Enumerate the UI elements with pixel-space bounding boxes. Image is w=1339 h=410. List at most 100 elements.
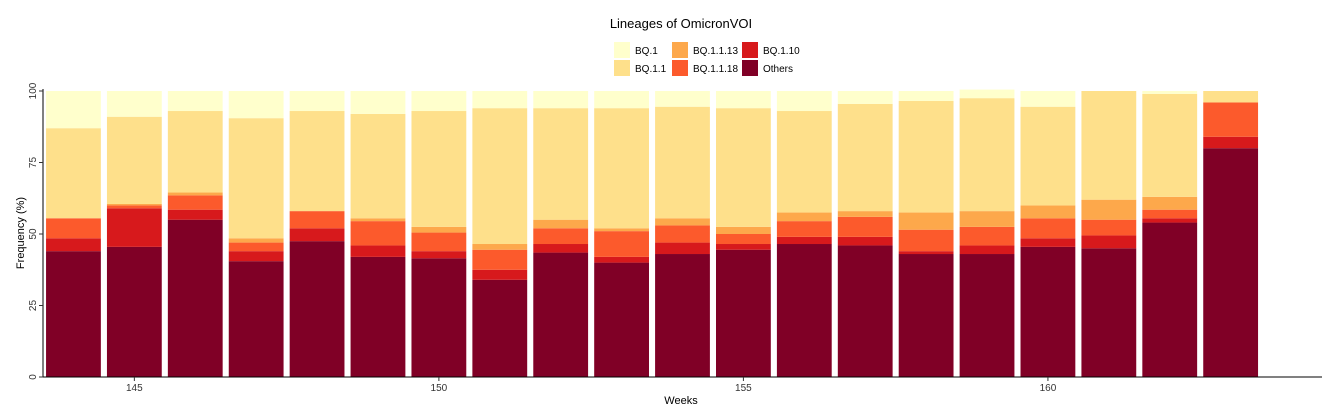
x-axis-title: Weeks <box>664 395 698 407</box>
x-tick-label-155: 155 <box>735 383 752 394</box>
bar-segment-bq-1-1-week-157 <box>837 103 893 212</box>
bar-segment-bq-1-1-week-150 <box>411 111 467 227</box>
bar-segment-others-week-145 <box>106 246 162 377</box>
bar-segment-bq-1-1-week-149 <box>350 113 406 219</box>
bar-segment-others-week-161 <box>1081 248 1137 377</box>
bar-segment-bq-1-1-week-160 <box>1020 106 1076 206</box>
bar-segment-bq-1-week-146 <box>167 91 223 112</box>
legend-swatch-bq-1 <box>614 42 630 58</box>
bar-segment-others-week-159 <box>959 254 1015 377</box>
bar-segment-bq-1-1-18-week-159 <box>959 226 1015 246</box>
bar-segment-others-week-162 <box>1142 222 1198 377</box>
bar-segment-bq-1-1-week-145 <box>106 116 162 204</box>
bar-segment-others-week-153 <box>594 262 649 377</box>
bar-segment-bq-1-1-18-week-148 <box>289 211 345 229</box>
bar-segment-bq-1-week-151 <box>472 91 528 109</box>
bar-segment-others-week-158 <box>898 254 954 377</box>
y-tick-label-50: 50 <box>28 228 39 240</box>
bar-segment-bq-1-week-149 <box>350 91 406 114</box>
bar-segment-bq-1-week-158 <box>898 91 954 102</box>
bar-segment-others-week-163 <box>1203 148 1259 377</box>
bar-segment-bq-1-1-13-week-160 <box>1020 205 1076 219</box>
bar-segment-bq-1-10-week-147 <box>228 251 284 262</box>
bar-segment-bq-1-1-week-147 <box>228 118 284 239</box>
y-tick-label-25: 25 <box>28 300 39 312</box>
bar-segment-bq-1-1-18-week-156 <box>776 221 832 237</box>
bar-segment-bq-1-week-148 <box>289 91 345 112</box>
bar-segment-others-week-160 <box>1020 246 1076 377</box>
bar-segment-others-week-157 <box>837 245 893 377</box>
bar-segment-bq-1-week-154 <box>655 91 710 107</box>
bar-segment-bq-1-1-18-week-162 <box>1142 209 1198 219</box>
chart-title: Lineages of OmicronVOI <box>610 16 752 31</box>
legend-swatch-others <box>742 60 758 76</box>
bar-segment-bq-1-1-week-146 <box>167 111 223 193</box>
legend-swatch-bq-1-1-18 <box>672 60 688 76</box>
bar-segment-bq-1-1-week-152 <box>533 108 589 220</box>
legend-label-bq-1: BQ.1 <box>635 46 658 57</box>
bar-segment-others-week-149 <box>350 256 406 377</box>
bar-segment-others-week-147 <box>228 261 284 377</box>
bar-segment-bq-1-10-week-156 <box>776 236 832 245</box>
bar-segment-bq-1-1-13-week-145 <box>106 203 162 206</box>
bar-segment-bq-1-10-week-162 <box>1142 218 1198 223</box>
bar-segment-bq-1-1-week-163 <box>1203 91 1259 103</box>
bar-segment-bq-1-1-13-week-161 <box>1081 199 1137 220</box>
bar-segment-bq-1-1-18-week-161 <box>1081 219 1137 236</box>
bar-segment-bq-1-10-week-153 <box>594 256 649 263</box>
bar-segment-bq-1-week-162 <box>1142 91 1198 94</box>
bar-segment-bq-1-week-145 <box>106 91 162 117</box>
bar-segment-bq-1-10-week-151 <box>472 269 528 280</box>
bar-segment-bq-1-week-155 <box>716 91 771 109</box>
bar-segment-bq-1-1-18-week-151 <box>472 249 528 270</box>
legend-label-bq-1-1: BQ.1.1 <box>635 64 667 75</box>
bar-segment-bq-1-1-18-week-163 <box>1203 102 1259 137</box>
bar-segment-bq-1-1-week-153 <box>594 108 649 229</box>
bar-segment-others-week-150 <box>411 258 467 377</box>
bar-segment-bq-1-1-week-159 <box>959 98 1015 212</box>
bar-segment-bq-1-1-18-week-149 <box>350 221 406 246</box>
bar-segment-bq-1-1-18-week-144 <box>46 218 101 239</box>
bar-segment-bq-1-10-week-154 <box>655 242 710 255</box>
bar-segment-bq-1-1-13-week-158 <box>898 212 954 230</box>
bar-segment-bq-1-week-153 <box>594 91 649 109</box>
bar-segment-bq-1-1-week-148 <box>289 111 345 212</box>
legend-swatch-bq-1-1-13 <box>672 42 688 58</box>
bar-segment-bq-1-10-week-161 <box>1081 235 1137 249</box>
bar-segment-bq-1-1-week-156 <box>776 111 832 213</box>
x-tick-label-145: 145 <box>126 383 143 394</box>
bar-segment-bq-1-week-157 <box>837 91 893 104</box>
bar-segment-bq-1-1-13-week-149 <box>350 218 406 222</box>
bar-segment-bq-1-1-week-144 <box>46 128 101 219</box>
bar-segment-bq-1-10-week-148 <box>289 228 345 242</box>
bar-segment-bq-1-1-week-158 <box>898 101 954 213</box>
bar-segment-bq-1-10-week-152 <box>533 244 589 253</box>
bar-segment-bq-1-1-18-week-155 <box>716 234 771 245</box>
bar-segment-bq-1-1-18-week-154 <box>655 225 710 243</box>
bar-segment-bq-1-1-18-week-150 <box>411 232 467 252</box>
bar-segment-bq-1-week-150 <box>411 91 467 112</box>
legend: BQ.1 BQ.1.1 BQ.1.1.13 BQ.1.1.18 BQ.1.10 Other… <box>614 42 800 76</box>
bar-segment-others-week-152 <box>533 252 589 377</box>
y-tick-label-0: 0 <box>28 374 39 380</box>
bar-segment-bq-1-10-week-160 <box>1020 238 1076 247</box>
legend-swatch-bq-1-10 <box>742 42 758 58</box>
legend-label-bq-1-10: BQ.1.10 <box>763 46 800 57</box>
bar-segment-bq-1-1-week-161 <box>1081 91 1137 200</box>
bar-segment-bq-1-1-18-week-160 <box>1020 218 1076 239</box>
bar-segment-bq-1-1-18-week-153 <box>594 231 649 257</box>
bar-segment-bq-1-10-week-144 <box>46 238 101 252</box>
bar-segment-bq-1-1-13-week-159 <box>959 211 1015 227</box>
bar-segment-bq-1-1-18-week-147 <box>228 242 284 252</box>
axes: 0 25 50 75 100 145 150 155 160 <box>28 82 1322 394</box>
bar-segment-bq-1-1-13-week-157 <box>837 211 893 217</box>
bar-segment-others-week-156 <box>776 244 832 377</box>
bar-segment-bq-1-1-13-week-155 <box>716 226 771 234</box>
y-tick-label-100: 100 <box>28 82 39 99</box>
bar-segment-bq-1-1-18-week-157 <box>837 216 893 237</box>
bar-segment-bq-1-1-week-151 <box>472 108 528 245</box>
bar-segment-bq-1-1-13-week-162 <box>1142 196 1198 210</box>
bar-segment-bq-1-10-week-146 <box>167 209 223 220</box>
bar-segment-others-week-148 <box>289 241 345 377</box>
